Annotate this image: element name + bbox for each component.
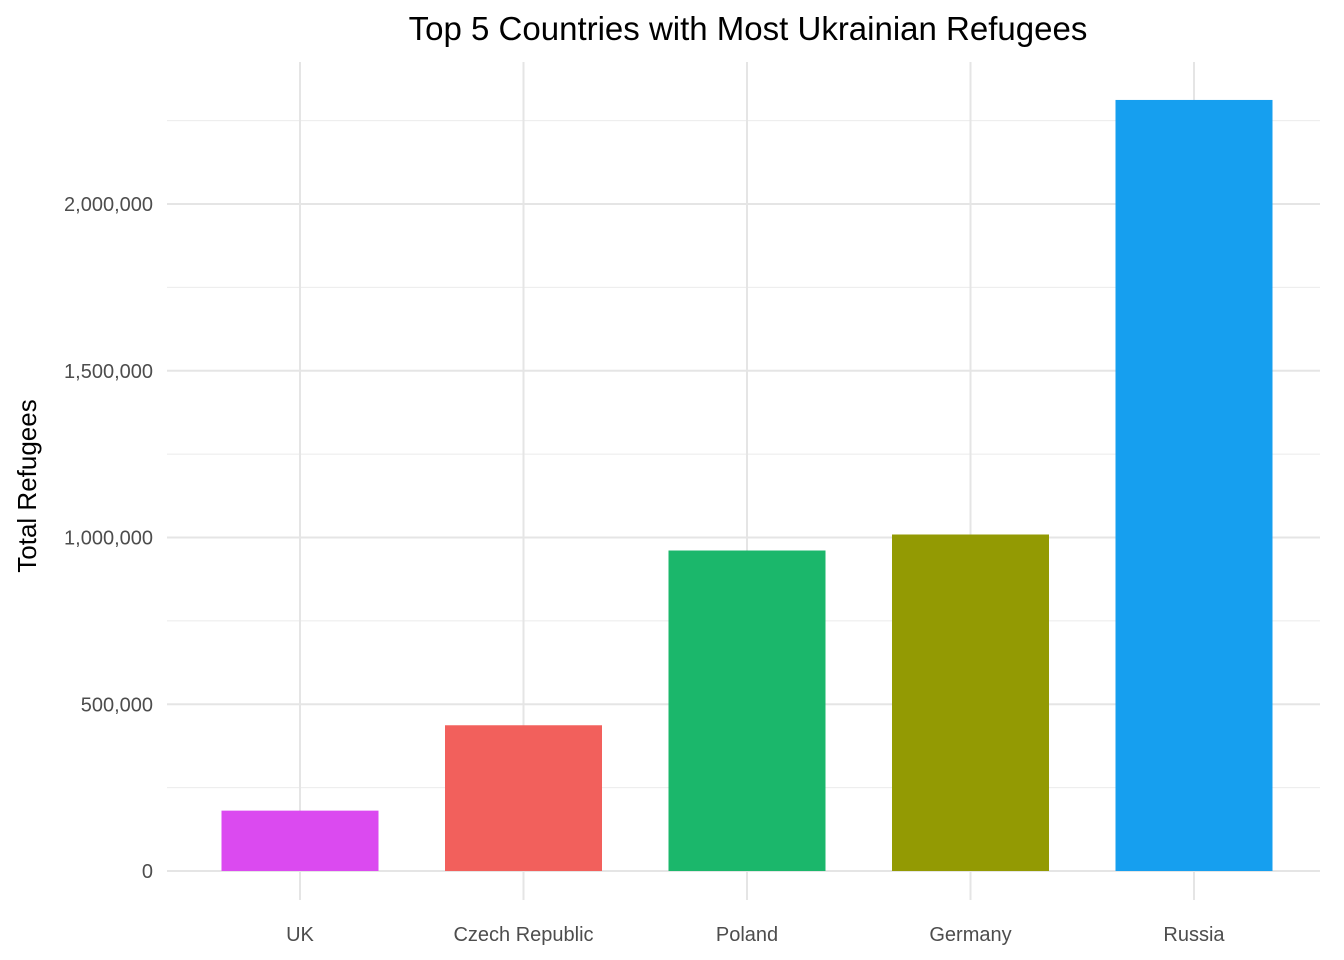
x-tick-label: UK: [286, 924, 314, 946]
bar-czech-republic: [445, 725, 602, 871]
y-tick-label: 2,000,000: [64, 194, 153, 216]
chart-title: Top 5 Countries with Most Ukrainian Refu…: [409, 10, 1088, 47]
bar-russia: [1115, 99, 1273, 871]
y-tick-label: 0: [142, 861, 153, 883]
bar-uk: [221, 810, 379, 871]
bars: [221, 99, 1273, 871]
x-tick-label: Russia: [1163, 924, 1225, 946]
y-tick-label: 1,000,000: [64, 528, 153, 550]
bar-poland: [668, 550, 826, 871]
y-tick-label: 1,500,000: [64, 361, 153, 383]
bar-germany: [892, 534, 1049, 871]
x-tick-label: Germany: [929, 924, 1011, 946]
y-tick-labels: 0 500,000 1,000,000 1,500,000 2,000,000: [64, 194, 153, 883]
y-tick-label: 500,000: [81, 694, 153, 716]
x-tick-labels: UK Czech Republic Poland Germany Russia: [286, 924, 1225, 946]
y-axis-label: Total Refugees: [12, 399, 42, 572]
x-tick-label: Czech Republic: [453, 924, 593, 946]
x-tick-label: Poland: [716, 924, 778, 946]
